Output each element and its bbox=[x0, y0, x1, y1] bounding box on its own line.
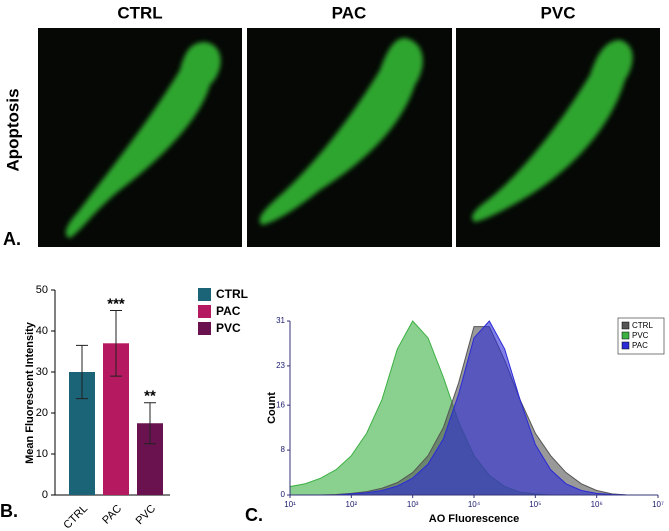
legend-swatch bbox=[198, 288, 211, 301]
y-tick-label: 23 bbox=[276, 361, 285, 370]
y-tick-label: 20 bbox=[36, 407, 48, 419]
x-tick-label: PAC bbox=[100, 503, 124, 527]
legend-swatch bbox=[621, 331, 630, 340]
panel-label: C. bbox=[245, 505, 263, 525]
error-bar bbox=[76, 344, 88, 400]
x-tick-label: 10⁵ bbox=[529, 500, 541, 509]
x-tick-label: CTRL bbox=[61, 503, 90, 531]
x-tick-label: 10³ bbox=[407, 500, 419, 509]
x-tick-label: 10⁶ bbox=[591, 500, 603, 509]
column-label: PVC bbox=[541, 3, 576, 22]
x-tick-label: PVC bbox=[134, 503, 159, 528]
column-label: CTRL bbox=[117, 3, 162, 22]
legend-label: CTRL bbox=[632, 321, 653, 330]
fish bbox=[65, 42, 221, 238]
legend-label: PAC bbox=[216, 304, 241, 318]
histogram-area bbox=[290, 320, 658, 496]
panel-label: A. bbox=[3, 229, 21, 249]
x-tick-label: 10⁴ bbox=[468, 500, 481, 509]
y-tick-label: 31 bbox=[276, 316, 285, 325]
y-tick-label: 30 bbox=[36, 366, 48, 378]
legend-label: PVC bbox=[632, 331, 649, 340]
significance: ** bbox=[144, 388, 156, 405]
row-label: Apoptosis bbox=[3, 88, 22, 171]
fish bbox=[472, 40, 633, 222]
y-tick-label: 40 bbox=[36, 325, 48, 337]
legend-label: PAC bbox=[632, 341, 648, 350]
column-label: PAC bbox=[332, 3, 367, 22]
y-tick-label: 16 bbox=[276, 400, 285, 409]
x-axis-label: AO Fluorescence bbox=[429, 513, 519, 525]
legend-label: CTRL bbox=[216, 287, 248, 301]
y-axis-label: Count bbox=[266, 392, 278, 424]
legend-label: PVC bbox=[216, 321, 241, 335]
x-tick-label: 10² bbox=[346, 500, 358, 509]
x-tick-label: 10⁷ bbox=[652, 500, 664, 509]
y-tick-label: 50 bbox=[36, 284, 48, 296]
y-tick-label: 8 bbox=[281, 445, 286, 454]
legend-swatch bbox=[621, 321, 630, 330]
legend-swatch bbox=[198, 305, 211, 318]
fish bbox=[259, 38, 423, 225]
y-tick-label: 10 bbox=[36, 448, 48, 460]
panel-a: CTRL PAC PVC Apoptosis A. bbox=[3, 3, 660, 249]
y-tick-label: 0 bbox=[281, 490, 286, 499]
legend-swatch bbox=[621, 341, 630, 350]
legend-swatch bbox=[198, 322, 211, 335]
y-tick-label: 0 bbox=[42, 489, 48, 501]
y-axis-label: Mean Fluorescent Intensity bbox=[24, 321, 36, 464]
significance: *** bbox=[107, 295, 125, 312]
x-tick-label: 10¹ bbox=[284, 500, 296, 509]
error-bar bbox=[144, 402, 156, 445]
error-bar bbox=[110, 310, 122, 377]
panel-label: B. bbox=[0, 501, 18, 521]
